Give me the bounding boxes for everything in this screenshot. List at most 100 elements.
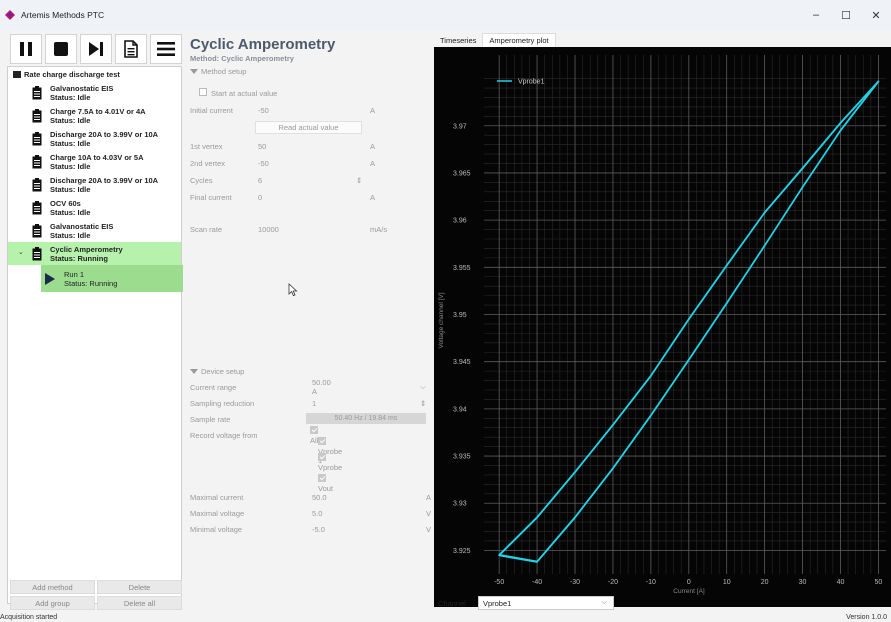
pause-icon: [20, 42, 32, 56]
run-status: Status: Running: [64, 278, 118, 288]
spin-arrows-icon[interactable]: ⇕: [356, 175, 363, 185]
y-tick-label: 3.945: [453, 359, 471, 366]
x-tick-label: 20: [761, 579, 769, 586]
close-button[interactable]: ✕: [871, 9, 881, 22]
method-setup-header[interactable]: Method setup: [190, 67, 246, 76]
y-tick-label: 3.97: [453, 123, 467, 130]
delete-all-button[interactable]: Delete all: [97, 596, 182, 610]
clipboard-icon: [32, 177, 42, 191]
add-method-button[interactable]: Add method: [10, 580, 95, 594]
tree-item[interactable]: OCV 60s Status: Idle: [8, 196, 181, 219]
tree-item-name: Galvanostatic EIS: [50, 221, 114, 231]
plot-tabs: Timeseries Amperometry plot: [434, 33, 556, 47]
tab-timeseries[interactable]: Timeseries: [440, 35, 477, 45]
tree-item[interactable]: Discharge 20A to 3.99V or 10A Status: Idl…: [8, 127, 181, 150]
tree-item[interactable]: Charge 10A to 4.03V or 5A Status: Idle: [8, 150, 181, 173]
y-tick-label: 3.96: [453, 218, 467, 225]
tree-item-status: Status: Idle: [50, 115, 91, 125]
final-current-field[interactable]: 0: [258, 192, 263, 202]
start-actual-checkbox[interactable]: [199, 88, 207, 96]
current-range-select[interactable]: 50.00 A: [312, 378, 331, 396]
tab-amperometry-plot[interactable]: Amperometry plot: [482, 33, 556, 47]
data-point: [877, 80, 880, 83]
pause-button[interactable]: [10, 34, 42, 64]
vertex1-field[interactable]: 50: [258, 141, 267, 151]
tree-item-name: Galvanostatic EIS: [50, 83, 114, 93]
initial-current-field[interactable]: -50: [258, 105, 269, 115]
max-voltage-field[interactable]: 5.0: [312, 508, 323, 518]
vprobe1-checkbox[interactable]: [318, 437, 326, 445]
clipboard-icon: [32, 246, 42, 260]
data-point: [574, 471, 576, 473]
tree-item[interactable]: Galvanostatic EIS Status: Idle: [8, 219, 181, 242]
tree-item[interactable]: ⌄ Cyclic Amperometry Status: Running: [8, 242, 181, 265]
add-group-button[interactable]: Add group: [10, 596, 95, 610]
tree-item[interactable]: Discharge 20A to 3.99V or 10A Status: Idl…: [8, 173, 181, 196]
tree-item[interactable]: Charge 7.5A to 4.01V or 4A Status: Idle: [8, 104, 181, 127]
tree-item-status: Status: Idle: [50, 92, 91, 102]
maximize-button[interactable]: ☐: [841, 9, 851, 22]
tree-item-status: Status: Idle: [50, 138, 91, 148]
cycles-spinbox[interactable]: 6: [258, 175, 263, 185]
sample-rate-value: 50.40 Hz / 19.84 ms: [306, 413, 426, 424]
method-tree[interactable]: Rate charge discharge test Galvanostatic…: [7, 66, 183, 604]
sampling-reduction-spinbox[interactable]: 1: [312, 398, 317, 408]
max-current-field[interactable]: 50.0: [312, 492, 327, 502]
title-bar: Artemis Methods PTC – ☐ ✕: [0, 0, 891, 30]
clipboard-icon: [32, 85, 42, 99]
method-subtitle: Method: Cyclic Amperometry: [190, 54, 294, 63]
y-tick-label: 3.95: [453, 312, 467, 319]
method-list-panel: Rate charge discharge test Galvanostatic…: [0, 30, 185, 604]
skip-button[interactable]: [80, 34, 112, 64]
acquisition-toolbar: [10, 34, 185, 64]
scan-rate-field[interactable]: 10000: [258, 224, 279, 234]
data-point: [574, 516, 576, 519]
data-point: [612, 467, 614, 470]
chevron-down-icon: ⌵: [601, 599, 607, 606]
vertex2-field[interactable]: -50: [258, 158, 269, 168]
run-name: Run 1: [64, 269, 85, 279]
tree-item-status: Status: Idle: [50, 161, 91, 171]
x-tick-label: -40: [532, 579, 542, 586]
x-tick-label: 40: [837, 579, 845, 586]
clipboard-icon: [32, 108, 42, 122]
tree-item-name: Charge 7.5A to 4.01V or 4A: [50, 106, 146, 116]
x-tick-label: -30: [570, 579, 580, 586]
vout-checkbox[interactable]: [318, 473, 326, 482]
tree-item-status: Status: Idle: [50, 230, 91, 240]
chevron-down-icon[interactable]: ⌄: [18, 249, 24, 256]
device-setup-header[interactable]: Device setup: [190, 367, 244, 376]
data-point: [649, 414, 652, 417]
menu-button[interactable]: [150, 34, 182, 64]
tree-item-status: Status: Idle: [50, 207, 91, 217]
y-tick-label: 3.955: [453, 265, 471, 272]
min-voltage-field[interactable]: -5.0: [312, 524, 325, 534]
mouse-cursor-icon: [288, 283, 298, 297]
stop-button[interactable]: [45, 34, 77, 64]
read-actual-value-button[interactable]: Read actual value: [255, 121, 362, 134]
data-point: [612, 424, 614, 426]
minimize-button[interactable]: –: [812, 9, 820, 21]
tree-item[interactable]: Galvanostatic EIS Status: Idle: [8, 81, 181, 104]
data-point: [801, 186, 804, 189]
amperometry-chart[interactable]: -50 -40 -30 -20 -10 0 10 20 30 40 50 3.925 3.93 3.935…: [434, 47, 891, 596]
y-tick-label: 3.94: [453, 406, 467, 413]
y-tick-label: 3.935: [453, 454, 471, 461]
tree-item-name: Cyclic Amperometry: [50, 244, 123, 254]
record-all-checkbox[interactable]: [310, 425, 318, 434]
vprobe2-checkbox[interactable]: [318, 453, 326, 461]
amperometry-plot[interactable]: -50 -40 -30 -20 -10 0 10 20 30 40 50 3.925 3.93 3.935…: [434, 47, 891, 607]
tree-item-name: Discharge 20A to 3.99V or 10A: [50, 129, 159, 139]
tree-root[interactable]: Rate charge discharge test: [8, 67, 181, 81]
delete-button[interactable]: Delete: [97, 580, 182, 594]
x-tick-label: -20: [608, 579, 618, 586]
status-message: Acquisition started: [0, 614, 58, 621]
report-button[interactable]: [115, 34, 147, 64]
clipboard-icon: [32, 131, 42, 145]
spin-arrows-icon[interactable]: ⇕: [420, 398, 427, 408]
data-point: [725, 302, 728, 305]
chevron-down-icon[interactable]: ⌵: [420, 382, 426, 391]
method-actions: Add method Delete Add group Delete all: [10, 580, 182, 612]
run-node[interactable]: Run 1 Status: Running: [41, 265, 183, 292]
channel-select[interactable]: Vprobe1 ⌵: [477, 596, 614, 610]
